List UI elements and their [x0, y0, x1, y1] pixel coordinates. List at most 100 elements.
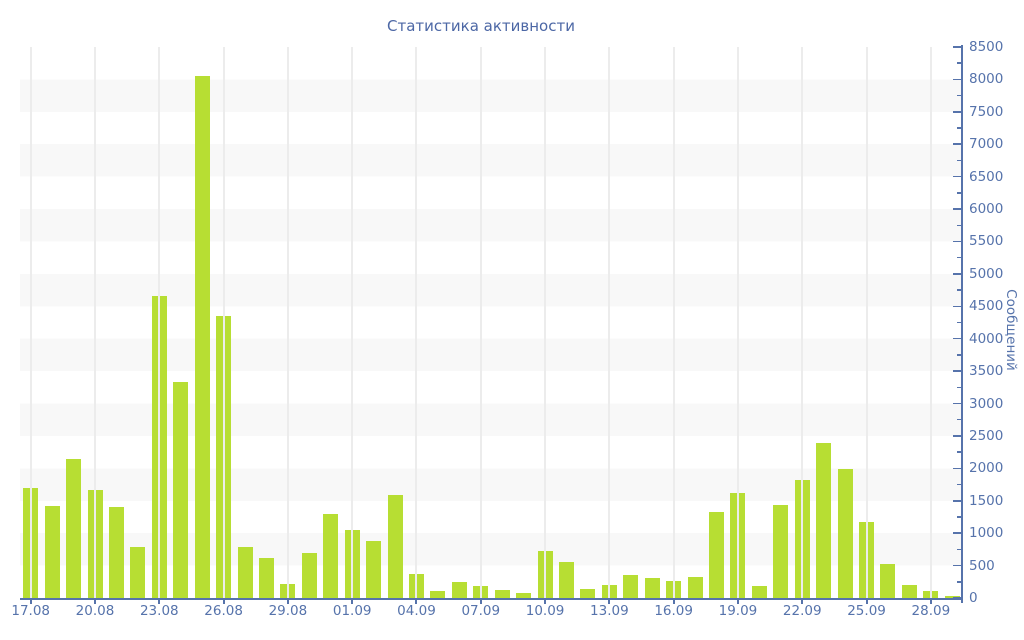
x-tick-label: 07.09 — [461, 603, 501, 619]
y-tick-label: 8000 — [969, 71, 1004, 88]
y-axis-tick — [957, 386, 961, 389]
x-tick-label: 16.09 — [654, 603, 693, 619]
x-axis-tick — [351, 600, 354, 604]
y-axis-tick — [957, 159, 961, 162]
x-axis-tick — [801, 600, 804, 604]
bar[interactable] — [623, 574, 639, 598]
x-axis-tick — [29, 600, 32, 604]
y-axis-tick — [957, 548, 961, 551]
y-tick-label: 4500 — [969, 298, 1004, 315]
bar[interactable] — [130, 546, 146, 598]
vertical-gridline — [608, 47, 611, 598]
y-axis-tick — [953, 564, 961, 567]
bar[interactable] — [709, 511, 725, 598]
bar[interactable] — [323, 514, 339, 598]
bar[interactable] — [44, 505, 60, 598]
bar[interactable] — [194, 76, 210, 598]
y-axis-tick — [953, 78, 961, 81]
bar[interactable] — [66, 459, 82, 598]
vertical-gridline — [286, 47, 289, 598]
y-tick-label: 5500 — [969, 233, 1004, 250]
bar[interactable] — [944, 596, 960, 598]
y-tick-label: 5000 — [969, 265, 1004, 282]
x-axis-tick — [222, 600, 225, 604]
x-axis-tick — [544, 600, 547, 604]
x-axis-tick — [479, 600, 482, 604]
y-tick-label: 1000 — [969, 525, 1004, 542]
bar[interactable] — [751, 586, 767, 598]
y-tick-label: 4000 — [969, 330, 1004, 347]
x-tick-label: 13.09 — [590, 603, 629, 619]
x-axis-tick — [865, 600, 868, 604]
y-axis-tick — [953, 597, 961, 599]
y-axis-tick — [957, 62, 961, 64]
vertical-gridline — [158, 47, 161, 598]
y-axis-tick — [957, 289, 961, 291]
vertical-gridline — [672, 47, 675, 598]
bar[interactable] — [687, 576, 703, 598]
vertical-gridline — [479, 47, 482, 598]
bar[interactable] — [258, 557, 274, 598]
x-tick-label: 20.08 — [75, 603, 115, 619]
x-tick-label: 23.08 — [139, 603, 179, 619]
y-tick-label: 0 — [969, 590, 978, 606]
bar[interactable] — [559, 562, 574, 598]
bar[interactable] — [366, 540, 382, 598]
x-tick-label: 28.09 — [911, 603, 951, 619]
vertical-gridline — [865, 47, 868, 598]
y-axis-tick — [953, 273, 961, 275]
y-tick-label: 6500 — [969, 168, 1004, 185]
y-axis-tick — [953, 111, 961, 113]
bar[interactable] — [880, 563, 896, 598]
bar[interactable] — [773, 504, 789, 598]
y-axis-tick — [957, 418, 961, 421]
y-tick-label: 7000 — [969, 136, 1004, 153]
y-tick-label: 8500 — [969, 39, 1004, 55]
x-axis-tick — [158, 600, 161, 604]
y-axis-tick — [957, 321, 961, 324]
bar[interactable] — [580, 588, 596, 598]
x-tick-label: 19.09 — [718, 603, 758, 619]
y-axis-tick — [957, 127, 961, 129]
bar[interactable] — [108, 507, 124, 598]
x-axis-tick — [608, 600, 611, 604]
vertical-gridline — [222, 47, 225, 598]
y-axis-tick — [957, 516, 961, 518]
vertical-gridline — [544, 47, 547, 598]
y-axis-tick — [953, 467, 961, 470]
bar[interactable] — [387, 494, 403, 598]
y-axis-line — [961, 45, 963, 603]
bar[interactable] — [451, 582, 467, 598]
y-tick-label: 7500 — [969, 103, 1004, 120]
bar[interactable] — [301, 552, 317, 598]
y-axis-tick — [953, 208, 961, 210]
bar[interactable] — [430, 590, 446, 598]
y-axis-tick — [953, 175, 961, 178]
y-tick-label: 6000 — [969, 201, 1004, 218]
x-tick-label: 10.09 — [525, 603, 565, 619]
y-axis-tick — [953, 532, 961, 534]
bar[interactable] — [516, 593, 532, 598]
x-axis-tick — [94, 600, 96, 604]
x-tick-label: 04.09 — [397, 603, 436, 619]
vertical-gridline — [29, 47, 32, 598]
vertical-gridline — [351, 47, 354, 598]
bar[interactable] — [816, 443, 832, 598]
bar[interactable] — [837, 469, 853, 598]
bar[interactable] — [901, 584, 917, 598]
bar[interactable] — [237, 546, 253, 598]
x-axis-tick — [286, 600, 289, 604]
x-axis-line — [20, 598, 963, 600]
bar[interactable] — [644, 577, 660, 598]
x-tick-label: 01.09 — [332, 603, 372, 619]
vertical-gridline — [929, 47, 932, 598]
y-axis-tick — [957, 354, 961, 356]
bar[interactable] — [173, 381, 189, 598]
x-tick-label: 22.09 — [782, 603, 822, 619]
y-axis-tick — [957, 224, 961, 226]
bar[interactable] — [494, 589, 510, 598]
vertical-gridline — [94, 47, 96, 598]
y-tick-label: 2500 — [969, 427, 1004, 444]
y-axis-tick — [957, 256, 961, 259]
